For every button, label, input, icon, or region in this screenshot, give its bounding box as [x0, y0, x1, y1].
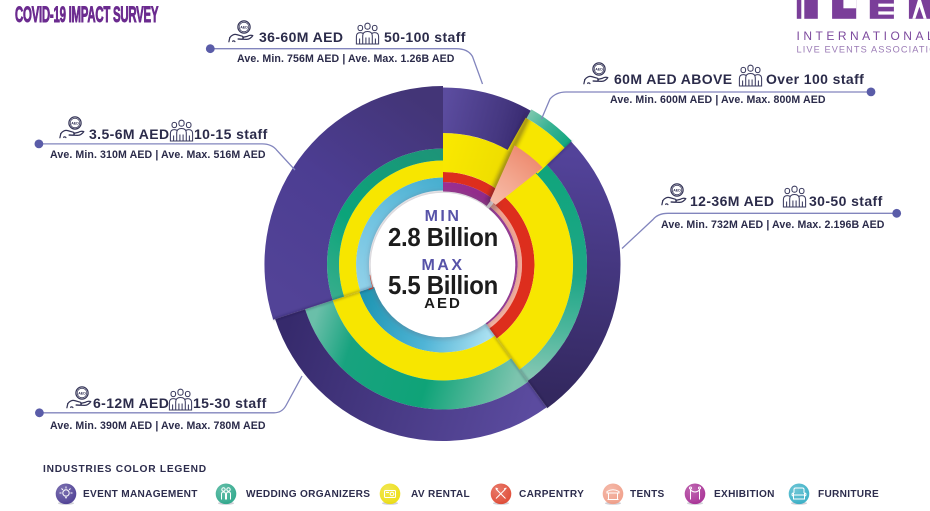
svg-text:AED: AED	[78, 392, 86, 396]
svg-text:INTERNATIONAL: INTERNATIONAL	[797, 29, 930, 43]
svg-text:AED: AED	[240, 26, 248, 30]
svg-text:AED: AED	[71, 122, 79, 126]
svg-text:AED: AED	[673, 189, 681, 193]
svg-text:LIVE EVENTS ASSOCIATION: LIVE EVENTS ASSOCIATION	[797, 45, 930, 55]
svg-text:AED: AED	[595, 68, 603, 72]
